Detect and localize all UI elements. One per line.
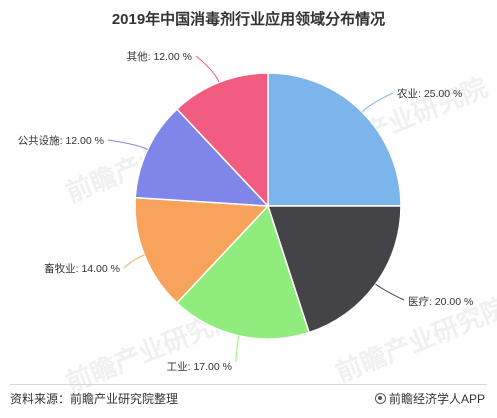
slice-label-4: 畜牧业: 14.00 %: [44, 262, 120, 275]
pie-slice-6: [175, 72, 269, 208]
pie-slice-5: [134, 107, 270, 207]
slice-label-6: 其他: 12.00 %: [127, 50, 192, 63]
leader-line-3: [235, 335, 240, 363]
footer-divider: [10, 384, 487, 385]
slice-label-1: 农业: 25.00 %: [397, 87, 462, 100]
leader-line-6: [195, 55, 220, 83]
slice-label-3: 工业: 17.00 %: [167, 361, 232, 373]
brand-name: 前瞻经济学人APP: [388, 392, 485, 406]
pie-slice-3: [175, 204, 311, 340]
leader-line-2: [375, 283, 405, 301]
brand-logo-icon: [374, 393, 386, 404]
pie-slice-1: [267, 72, 402, 207]
pie-slice-4: [134, 196, 270, 305]
slice-label-2: 医疗: 20.00 %: [408, 295, 473, 308]
chart-title: 2019年中国消毒剂行业应用领域分布情况: [111, 11, 386, 28]
leader-line-1: [361, 92, 394, 113]
leader-line-4: [123, 254, 145, 269]
source-note: 资料来源：前瞻产业研究院整理: [10, 392, 179, 406]
leader-line-5: [107, 139, 148, 150]
slice-label-5: 公共设施: 12.00 %: [18, 134, 104, 147]
brand-mark: 前瞻经济学人APP: [374, 390, 485, 407]
